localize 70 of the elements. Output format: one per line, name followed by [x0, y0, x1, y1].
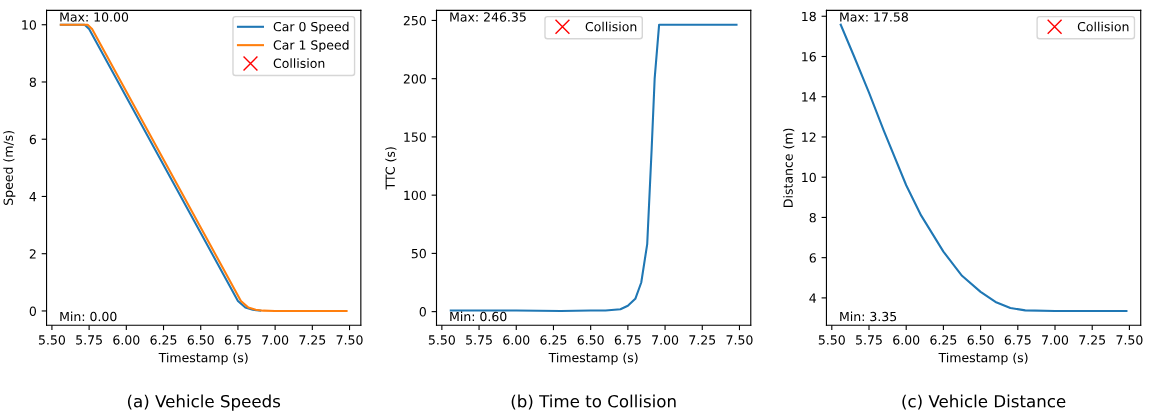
- line-series: [59, 23, 348, 312]
- x-axis-title: Timestamp (s): [938, 352, 1028, 365]
- annotation: Min: 0.00: [60, 311, 117, 322]
- x-tick-label: 6.25: [930, 335, 957, 345]
- y-tick-label: 200: [403, 74, 426, 84]
- y-tick-label: 16: [802, 51, 816, 62]
- x-tick-label: 7.25: [689, 335, 716, 345]
- x-tick-label: 6.50: [967, 335, 994, 345]
- y-tick-label: 0: [29, 306, 37, 316]
- x-tick-label: 6.00: [113, 335, 140, 345]
- x-tick-label: 7.50: [726, 335, 753, 345]
- y-tick-label: 6: [809, 253, 816, 263]
- y-tick-label: 8: [29, 77, 36, 87]
- y-axis-title: Speed (m/s): [3, 131, 16, 205]
- x-tick-label: 5.75: [856, 335, 882, 345]
- y-tick-label: 50: [411, 248, 426, 259]
- x-tick-label: 5.75: [76, 335, 102, 345]
- x-tick-label: 6.25: [150, 335, 177, 345]
- x-tick-label: 6.25: [540, 335, 567, 345]
- x-axis-title: Timestamp (s): [158, 352, 248, 365]
- text: (a) Vehicle Speeds: [127, 394, 281, 411]
- x-tick-label: 7.00: [1042, 335, 1069, 345]
- x-tick-label: 5.50: [38, 335, 65, 345]
- y-axis-title: Distance (m): [783, 128, 795, 207]
- y-tick-label: 6: [29, 134, 37, 145]
- y-tick-label: 2: [29, 249, 36, 259]
- annotation: Max: 10.00: [60, 12, 129, 22]
- x-tick-label: 6.75: [1004, 335, 1031, 345]
- x-tick-label: 6.50: [577, 335, 604, 345]
- legend-label: Collision: [585, 21, 637, 32]
- line-series: [449, 23, 738, 312]
- y-tick-label: 4: [809, 293, 817, 303]
- legend-label: Car 0 Speed: [273, 21, 349, 34]
- y-tick-label: 8: [809, 212, 816, 223]
- y-tick-label: 10: [22, 20, 37, 30]
- x-tick-label: 7.00: [652, 335, 679, 345]
- y-tick-label: 10: [802, 172, 816, 183]
- text: (c) Vehicle Distance: [902, 394, 1066, 410]
- x-tick-label: 7.50: [1116, 335, 1143, 345]
- y-tick-label: 14: [802, 92, 817, 102]
- legend-label: Car 1 Speed: [273, 40, 349, 53]
- y-tick-label: 150: [404, 132, 426, 142]
- y-axis-title: TTC (s): [385, 147, 397, 190]
- x-tick-label: 6.75: [614, 335, 641, 345]
- x-tick-label: 6.50: [187, 335, 214, 345]
- y-tick-label: 4: [29, 192, 37, 202]
- x-tick-label: 6.75: [224, 335, 251, 345]
- x-tick-label: 7.25: [1079, 335, 1106, 345]
- y-tick-label: 250: [403, 15, 426, 26]
- annotation: Min: 3.35: [840, 311, 897, 322]
- text: (b) Time to Collision: [511, 394, 676, 410]
- y-tick-label: 18: [802, 11, 816, 22]
- x-tick-label: 6.00: [503, 335, 530, 345]
- x-axis-title: Timestamp (s): [548, 352, 638, 365]
- y-tick-label: 0: [419, 307, 426, 317]
- y-tick-label: 100: [404, 190, 426, 201]
- x-tick-label: 5.50: [428, 335, 455, 345]
- annotation: Min: 0.60: [450, 311, 507, 322]
- annotation: Max: 246.35: [450, 12, 526, 22]
- x-tick-label: 5.75: [466, 335, 492, 345]
- x-tick-label: 7.00: [262, 335, 289, 345]
- y-tick-label: 12: [802, 132, 816, 142]
- x-tick-label: 5.50: [818, 335, 845, 345]
- legend-label: Collision: [1077, 21, 1129, 32]
- x-tick-label: 6.00: [893, 335, 920, 345]
- line-series: [839, 23, 1128, 313]
- x-tick-label: 7.25: [299, 335, 326, 345]
- x-tick-label: 7.50: [336, 335, 363, 345]
- legend-label: Collision: [273, 58, 325, 69]
- annotation: Max: 17.58: [840, 12, 908, 22]
